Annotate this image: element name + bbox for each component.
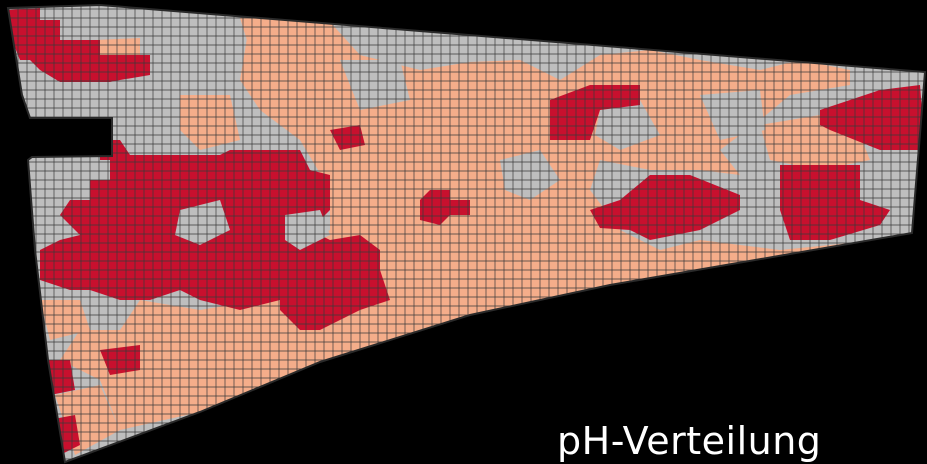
zone-mid-island-3 bbox=[700, 90, 765, 140]
zone-mid-hole-2 bbox=[285, 210, 330, 250]
zone-low-east-3 bbox=[780, 165, 890, 240]
zone-mid-island-4 bbox=[340, 60, 410, 110]
zone-low-sw-1 bbox=[42, 360, 75, 395]
zone-mid-island-2 bbox=[595, 100, 660, 150]
zone-low-east-2 bbox=[590, 175, 740, 240]
zone-mid-island-1 bbox=[500, 150, 560, 200]
zone-high-left bbox=[40, 300, 90, 340]
map-caption: pH-Verteilung bbox=[557, 419, 822, 463]
